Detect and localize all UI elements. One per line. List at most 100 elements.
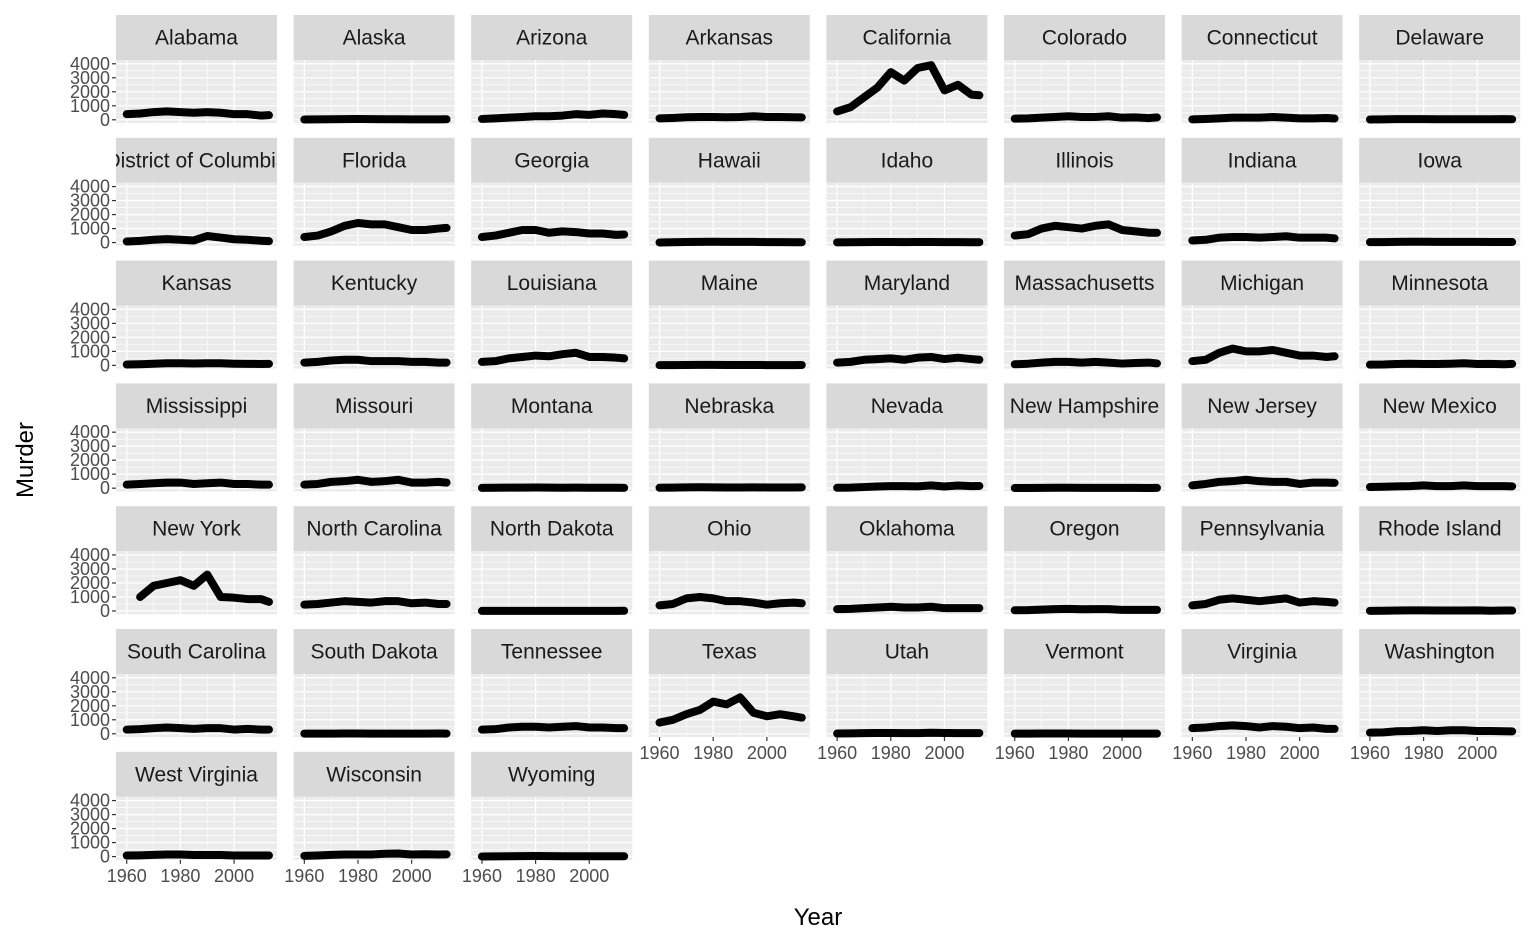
strip-label: Louisiana <box>507 272 597 295</box>
strip-label: South Carolina <box>127 641 266 664</box>
data-line <box>304 360 446 363</box>
x-tick-label: 2000 <box>392 866 432 886</box>
strip-label: Iowa <box>1418 149 1463 172</box>
strip-label: Tennessee <box>501 641 603 664</box>
strip-label: Michigan <box>1220 272 1304 295</box>
x-tick-label: 2000 <box>214 866 254 886</box>
x-tick-label: 2000 <box>1457 743 1497 763</box>
data-line <box>482 726 624 730</box>
data-line <box>1192 236 1334 240</box>
data-line <box>1192 480 1334 486</box>
strip-label: Arkansas <box>686 27 774 50</box>
strip-label: Texas <box>702 641 757 664</box>
x-tick-label: 1980 <box>1404 743 1444 763</box>
data-line <box>1015 116 1157 118</box>
strip-label: Oregon <box>1049 518 1119 541</box>
x-tick-label: 1960 <box>817 743 857 763</box>
strip-label: Illinois <box>1055 149 1113 172</box>
strip-label: Massachusetts <box>1014 272 1154 295</box>
strip-label: Maine <box>701 272 758 295</box>
x-tick-label: 2000 <box>569 866 609 886</box>
strip-label: Virginia <box>1227 641 1297 664</box>
data-line <box>304 854 446 856</box>
x-tick-label: 1960 <box>1172 743 1212 763</box>
data-line <box>127 236 269 241</box>
data-line <box>837 607 979 609</box>
strip-label: New Hampshire <box>1010 395 1159 418</box>
x-tick-label: 2000 <box>1280 743 1320 763</box>
data-line <box>304 480 446 485</box>
data-line <box>1370 730 1512 732</box>
strip-label: South Dakota <box>310 641 438 664</box>
data-line <box>127 727 269 729</box>
strip-label: New Jersey <box>1207 395 1317 418</box>
strip-label: North Carolina <box>306 518 442 541</box>
strip-label: Alabama <box>155 27 238 50</box>
data-line <box>1015 609 1157 610</box>
y-tick-label: 4000 <box>70 422 110 442</box>
y-tick-label: 4000 <box>70 668 110 688</box>
data-line <box>837 485 979 487</box>
strip-label: Kentucky <box>331 272 418 295</box>
data-line <box>660 242 802 243</box>
y-tick-label: 4000 <box>70 791 110 811</box>
strip-label: Oklahoma <box>859 518 955 541</box>
x-tick-label: 1980 <box>1226 743 1266 763</box>
data-line <box>660 116 802 118</box>
strip-label: Vermont <box>1045 641 1123 664</box>
strip-label: New Mexico <box>1383 395 1497 418</box>
strip-label: New York <box>152 518 241 541</box>
strip-label: Alaska <box>343 27 406 50</box>
strip-label: District of Columbia <box>105 149 287 172</box>
data-line <box>304 119 446 120</box>
x-tick-label: 1980 <box>338 866 378 886</box>
strip-label: Kansas <box>161 272 231 295</box>
x-tick-label: 1960 <box>107 866 147 886</box>
data-line <box>127 854 269 855</box>
strip-label: Georgia <box>514 149 589 172</box>
y-tick-label: 4000 <box>70 177 110 197</box>
x-tick-label: 1960 <box>1350 743 1390 763</box>
strip-label: Maryland <box>864 272 950 295</box>
y-tick-label: 4000 <box>70 299 110 319</box>
strip-label: Washington <box>1385 641 1495 664</box>
strip-label: Montana <box>511 395 593 418</box>
strip-label: North Dakota <box>490 518 614 541</box>
y-tick-label: 4000 <box>70 545 110 565</box>
strip-label: Rhode Island <box>1378 518 1502 541</box>
strip-label: Wyoming <box>508 763 595 786</box>
strip-label: Hawaii <box>698 149 761 172</box>
strip-label: West Virginia <box>135 763 258 786</box>
strip-label: Utah <box>885 641 929 664</box>
x-tick-label: 1980 <box>516 866 556 886</box>
strip-label: Minnesota <box>1391 272 1488 295</box>
y-tick-label: 4000 <box>70 54 110 74</box>
strip-label: Nebraska <box>684 395 774 418</box>
x-tick-label: 2000 <box>1102 743 1142 763</box>
data-line <box>1370 363 1512 364</box>
data-line <box>1015 362 1157 364</box>
strip-label: Missouri <box>335 395 413 418</box>
x-tick-label: 1980 <box>160 866 200 886</box>
strip-label: Wisconsin <box>326 763 422 786</box>
strip-label: Indiana <box>1228 149 1297 172</box>
data-line <box>1370 485 1512 487</box>
x-tick-label: 1980 <box>871 743 911 763</box>
data-line <box>127 111 269 115</box>
strip-label: Pennsylvania <box>1200 518 1325 541</box>
x-tick-label: 1980 <box>1048 743 1088 763</box>
strip-label: California <box>863 27 952 50</box>
data-line <box>1192 117 1334 119</box>
strip-label: Florida <box>342 149 407 172</box>
data-line <box>127 363 269 364</box>
strip-label: Arizona <box>516 27 588 50</box>
x-tick-label: 2000 <box>747 743 787 763</box>
x-tick-label: 1980 <box>693 743 733 763</box>
x-tick-label: 1960 <box>462 866 502 886</box>
data-line <box>482 230 624 237</box>
strip-label: Delaware <box>1395 27 1484 50</box>
x-axis-title: Year <box>794 904 843 931</box>
x-tick-label: 1960 <box>995 743 1035 763</box>
data-line <box>304 601 446 605</box>
